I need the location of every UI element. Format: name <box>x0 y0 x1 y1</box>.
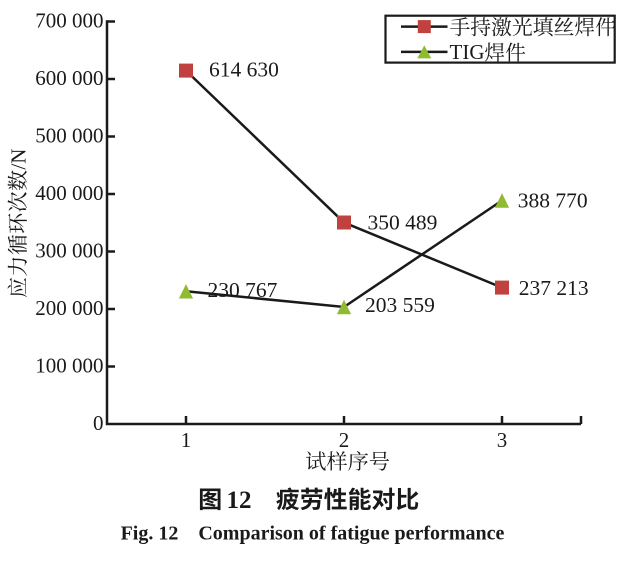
svg-text:700 000: 700 000 <box>35 8 103 32</box>
svg-text:203 559: 203 559 <box>365 293 435 317</box>
svg-text:TIG: TIG <box>450 40 485 64</box>
svg-text:1: 1 <box>181 428 192 452</box>
svg-text:388 770: 388 770 <box>518 188 588 212</box>
svg-text:100 000: 100 000 <box>35 353 103 377</box>
svg-text:Fig. 12 Comparison of fatigue: Fig. 12 Comparison of fatigue performanc… <box>121 523 505 545</box>
svg-text:614 630: 614 630 <box>209 57 279 81</box>
svg-text:600 000: 600 000 <box>35 66 103 90</box>
svg-text:350 489: 350 489 <box>368 211 438 235</box>
svg-text:2: 2 <box>339 428 350 452</box>
svg-text:3: 3 <box>497 428 508 452</box>
svg-text:300 000: 300 000 <box>35 238 103 262</box>
svg-text:400 000: 400 000 <box>35 181 103 205</box>
svg-text:0: 0 <box>93 411 104 435</box>
svg-text:200 000: 200 000 <box>35 296 103 320</box>
svg-text:500 000: 500 000 <box>35 123 103 147</box>
svg-text:12: 12 <box>227 487 252 514</box>
svg-text:237 213: 237 213 <box>519 276 589 300</box>
svg-text:230 767: 230 767 <box>208 278 278 302</box>
svg-text:/N: /N <box>6 149 30 170</box>
